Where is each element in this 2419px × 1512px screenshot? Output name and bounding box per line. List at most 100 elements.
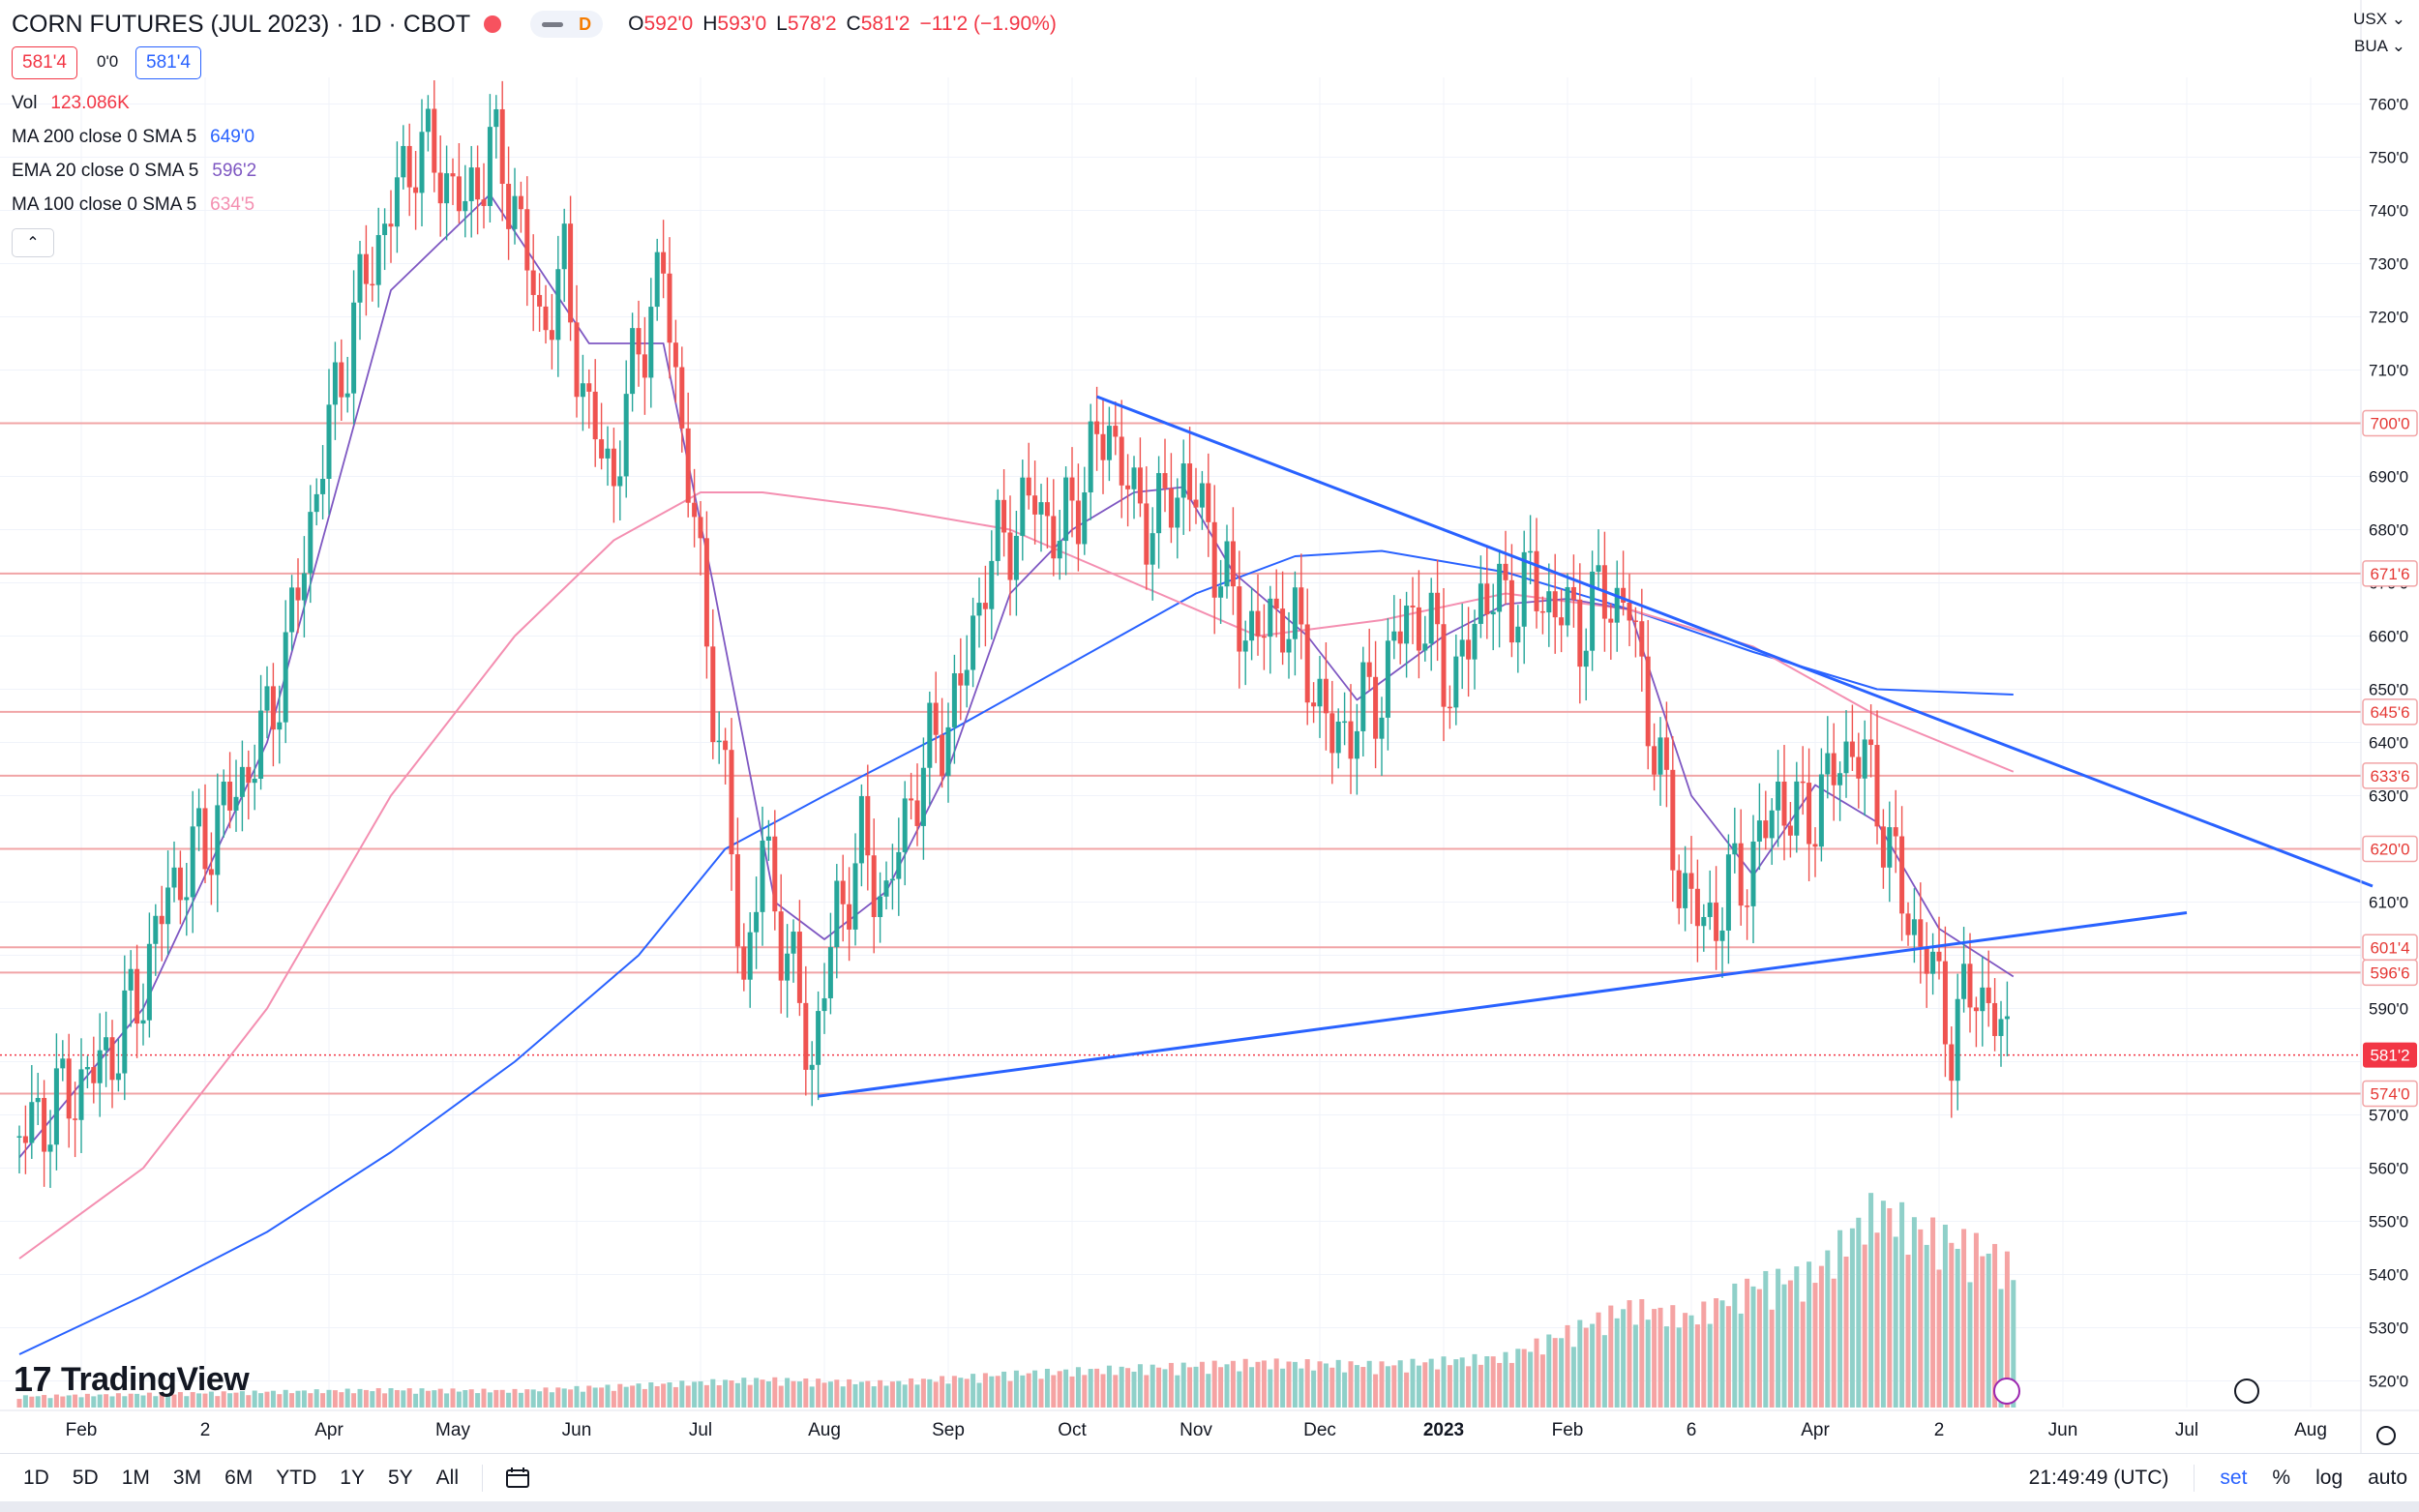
candle-body[interactable]: [1113, 426, 1119, 437]
candle-body[interactable]: [419, 132, 425, 193]
candle-body[interactable]: [617, 476, 623, 487]
candle-body[interactable]: [1137, 467, 1143, 504]
candle-body[interactable]: [1131, 467, 1137, 489]
candle-body[interactable]: [388, 223, 394, 227]
candle-body[interactable]: [1930, 951, 1936, 974]
candle-body[interactable]: [1632, 620, 1638, 622]
candle-body[interactable]: [1323, 678, 1329, 714]
candle-body[interactable]: [971, 615, 976, 670]
candle-body[interactable]: [270, 686, 276, 730]
candle-body[interactable]: [729, 750, 734, 855]
candle-body[interactable]: [1955, 998, 1960, 1082]
candle-body[interactable]: [537, 294, 543, 307]
candle-body[interactable]: [1472, 623, 1478, 660]
candle-body[interactable]: [821, 997, 827, 1012]
candle-body[interactable]: [239, 766, 245, 797]
candle-body[interactable]: [382, 223, 388, 236]
candle-body[interactable]: [283, 632, 288, 723]
candle-body[interactable]: [468, 167, 474, 201]
candle-body[interactable]: [425, 108, 431, 133]
candle-body[interactable]: [1812, 844, 1818, 847]
candle-body[interactable]: [1986, 987, 1991, 1003]
candle-body[interactable]: [1756, 820, 1762, 842]
candle-body[interactable]: [60, 1058, 66, 1069]
candle-body[interactable]: [1100, 433, 1106, 460]
candle-body[interactable]: [1701, 916, 1707, 927]
legend-ma200[interactable]: MA 200 close 0 SMA 5 649'0: [12, 127, 254, 148]
candle-body[interactable]: [487, 127, 493, 206]
candle-body[interactable]: [42, 1097, 47, 1152]
candle-body[interactable]: [995, 499, 1000, 561]
candle-body[interactable]: [1763, 820, 1769, 839]
legend-volume[interactable]: Vol 123.086K: [12, 93, 130, 114]
candle-body[interactable]: [190, 826, 195, 898]
candle-body[interactable]: [667, 273, 672, 343]
candle-body[interactable]: [685, 428, 691, 503]
candle-body[interactable]: [1683, 873, 1688, 908]
candle-body[interactable]: [1663, 737, 1669, 770]
candle-body[interactable]: [1459, 639, 1465, 657]
candle-body[interactable]: [499, 108, 505, 185]
candle-body[interactable]: [902, 798, 908, 852]
candle-body[interactable]: [549, 330, 554, 341]
candle-body[interactable]: [1868, 739, 1874, 746]
candle-body[interactable]: [778, 911, 784, 981]
candle-body[interactable]: [215, 805, 221, 875]
candle-body[interactable]: [171, 867, 177, 888]
candle-body[interactable]: [233, 796, 239, 811]
candle-body[interactable]: [332, 362, 338, 405]
candle-body[interactable]: [883, 880, 889, 897]
candle-body[interactable]: [357, 253, 363, 303]
candle-body[interactable]: [982, 603, 988, 609]
candle-body[interactable]: [1837, 773, 1843, 786]
candle-body[interactable]: [1497, 563, 1503, 612]
goto-realtime-icon[interactable]: [2234, 1379, 2259, 1404]
candle-body[interactable]: [1825, 753, 1831, 775]
candle-body[interactable]: [1063, 477, 1069, 542]
candle-body[interactable]: [450, 173, 456, 177]
candle-body[interactable]: [1292, 587, 1298, 639]
candle-body[interactable]: [1750, 841, 1756, 906]
candle-body[interactable]: [1373, 676, 1379, 739]
candle-body[interactable]: [698, 517, 703, 539]
candle-body[interactable]: [1075, 500, 1081, 545]
candle-body[interactable]: [73, 1118, 78, 1120]
range-all[interactable]: All: [435, 1467, 459, 1489]
candle-body[interactable]: [1719, 930, 1725, 941]
candle-body[interactable]: [1905, 913, 1911, 935]
candle-body[interactable]: [1150, 533, 1155, 565]
candle-body[interactable]: [140, 1020, 146, 1024]
candle-body[interactable]: [1521, 551, 1527, 627]
candle-body[interactable]: [1818, 774, 1824, 847]
candle-body[interactable]: [1397, 631, 1403, 644]
candle-body[interactable]: [1435, 592, 1441, 625]
candle-body[interactable]: [1422, 643, 1428, 651]
candle-body[interactable]: [246, 766, 252, 784]
log-scale-toggle[interactable]: log: [2315, 1467, 2344, 1489]
range-1m[interactable]: 1M: [121, 1467, 150, 1489]
candle-body[interactable]: [277, 722, 283, 730]
candle-body[interactable]: [1304, 624, 1310, 703]
candle-body[interactable]: [221, 782, 226, 806]
candle-body[interactable]: [1942, 961, 1948, 1045]
candle-body[interactable]: [475, 167, 481, 200]
candle-body[interactable]: [1144, 503, 1150, 565]
candle-body[interactable]: [1992, 1002, 1998, 1036]
candle-body[interactable]: [1807, 783, 1812, 845]
candle-body[interactable]: [611, 448, 616, 487]
candle-body[interactable]: [1583, 650, 1589, 667]
candle-body[interactable]: [1224, 541, 1230, 587]
candle-body[interactable]: [914, 800, 920, 826]
candle-body[interactable]: [1180, 463, 1186, 498]
candle-body[interactable]: [878, 896, 883, 917]
candle-body[interactable]: [128, 968, 134, 991]
candle-body[interactable]: [1621, 587, 1627, 603]
auto-scale-toggle[interactable]: auto: [2368, 1467, 2407, 1489]
candle-body[interactable]: [648, 307, 654, 378]
candle-body[interactable]: [1175, 497, 1180, 528]
candle-body[interactable]: [543, 306, 549, 331]
candle-body[interactable]: [1088, 421, 1093, 493]
candle-body[interactable]: [512, 195, 518, 229]
candle-body[interactable]: [834, 880, 840, 948]
candle-body[interactable]: [561, 223, 567, 270]
